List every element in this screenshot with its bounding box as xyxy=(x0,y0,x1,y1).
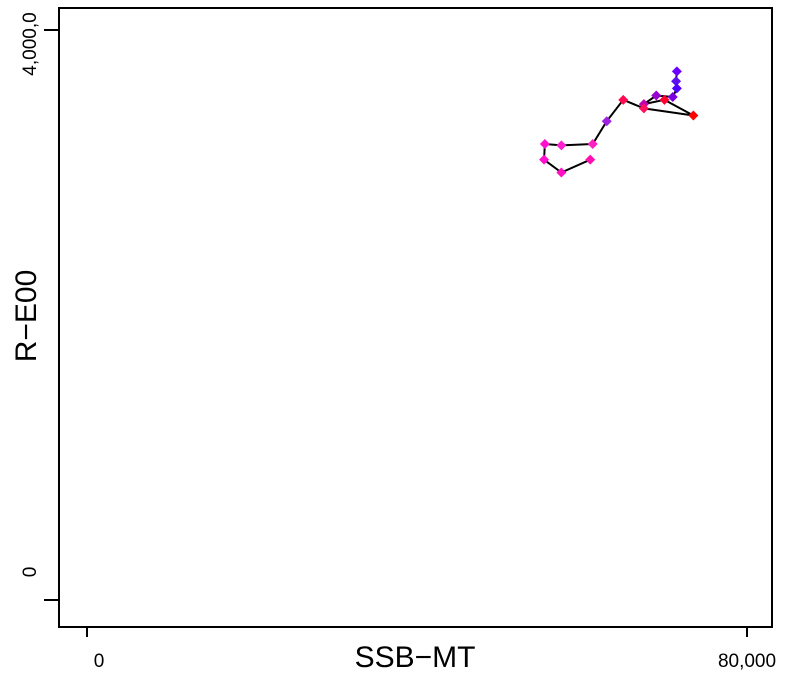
data-point xyxy=(671,83,682,94)
data-point xyxy=(601,116,612,127)
y-tick-label: 0 xyxy=(20,567,41,578)
data-point xyxy=(539,139,550,149)
series xyxy=(539,66,699,178)
data-point xyxy=(556,140,567,151)
data-point xyxy=(651,90,662,101)
series-connecting-line xyxy=(543,71,695,174)
data-point xyxy=(638,103,649,114)
x-axis-title: SSB−MT xyxy=(355,641,476,673)
data-point xyxy=(556,167,567,178)
data-point xyxy=(688,110,699,121)
x-tick-label: 80,000 xyxy=(718,651,776,672)
y-axis: 0 4,000,0 xyxy=(20,12,60,601)
y-tick-label: 4,000,0 xyxy=(20,12,41,75)
data-point xyxy=(539,154,550,165)
x-tick-label: 0 xyxy=(94,651,105,672)
data-point xyxy=(671,76,682,87)
data-point xyxy=(618,94,629,105)
data-point xyxy=(659,94,670,105)
y-axis-title: R−E00 xyxy=(10,270,43,363)
data-point xyxy=(585,154,596,165)
data-point xyxy=(671,66,682,77)
data-point xyxy=(587,139,598,149)
x-axis: 0 80,000 xyxy=(86,626,776,672)
data-point xyxy=(667,91,678,102)
